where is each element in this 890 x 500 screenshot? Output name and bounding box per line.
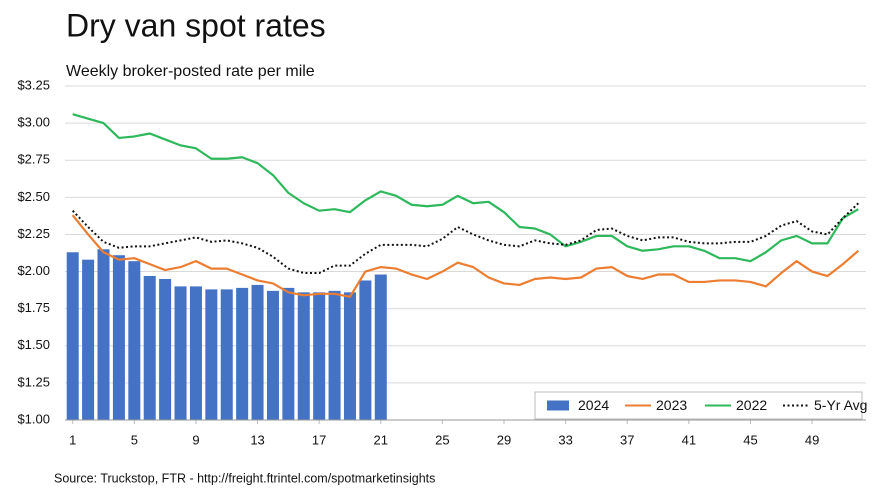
bar <box>343 292 356 420</box>
bar <box>374 274 387 420</box>
bar <box>143 276 156 420</box>
bar <box>128 261 141 420</box>
y-tick-label: $1.25 <box>17 374 50 389</box>
y-tick-label: $2.50 <box>17 189 50 204</box>
bar <box>97 249 110 420</box>
bar <box>205 289 218 420</box>
chart-subtitle: Weekly broker-posted rate per mile <box>66 63 315 80</box>
bar <box>282 287 295 420</box>
legend-label: 2024 <box>578 397 609 413</box>
y-tick-label: $2.75 <box>17 152 50 167</box>
x-tick-label: 9 <box>192 432 199 447</box>
bar <box>66 252 79 420</box>
x-tick-label: 1 <box>69 432 76 447</box>
legend-label: 5-Yr Avg <box>814 397 867 413</box>
bar <box>359 280 372 420</box>
x-tick-label: 25 <box>435 432 449 447</box>
x-tick-label: 13 <box>250 432 264 447</box>
bar <box>328 290 341 420</box>
y-tick-label: $2.25 <box>17 226 50 241</box>
x-tick-label: 5 <box>131 432 138 447</box>
legend-label: 2023 <box>656 397 687 413</box>
legend-swatch <box>547 400 569 411</box>
y-tick-label: $1.50 <box>17 337 50 352</box>
bar <box>112 255 125 420</box>
bar <box>313 292 326 420</box>
y-tick-label: $3.25 <box>17 77 50 92</box>
line-line <box>72 113 859 263</box>
bar <box>174 286 187 420</box>
x-tick-label: 29 <box>497 432 511 447</box>
legend-label: 2022 <box>736 397 767 413</box>
x-tick-label: 33 <box>558 432 572 447</box>
source-note: Source: Truckstop, FTR - http://freight.… <box>54 471 435 485</box>
bar <box>82 259 95 420</box>
y-tick-label: $3.00 <box>17 115 50 130</box>
bar <box>159 278 172 420</box>
x-tick-label: 49 <box>805 432 819 447</box>
y-tick-label: $2.00 <box>17 263 50 278</box>
chart-title: Dry van spot rates <box>66 7 326 43</box>
bar <box>236 287 249 420</box>
x-tick-label: 21 <box>374 432 388 447</box>
bar <box>189 286 202 420</box>
x-tick-label: 41 <box>682 432 696 447</box>
y-tick-label: $1.75 <box>17 300 50 315</box>
x-tick-label: 17 <box>312 432 326 447</box>
x-tick-label: 37 <box>620 432 634 447</box>
bar <box>220 289 233 420</box>
bar <box>266 290 279 420</box>
bar <box>297 292 310 420</box>
line-line <box>71 214 860 298</box>
y-tick-label: $1.00 <box>17 411 50 426</box>
bar <box>251 284 264 420</box>
x-tick-label: 45 <box>743 432 757 447</box>
